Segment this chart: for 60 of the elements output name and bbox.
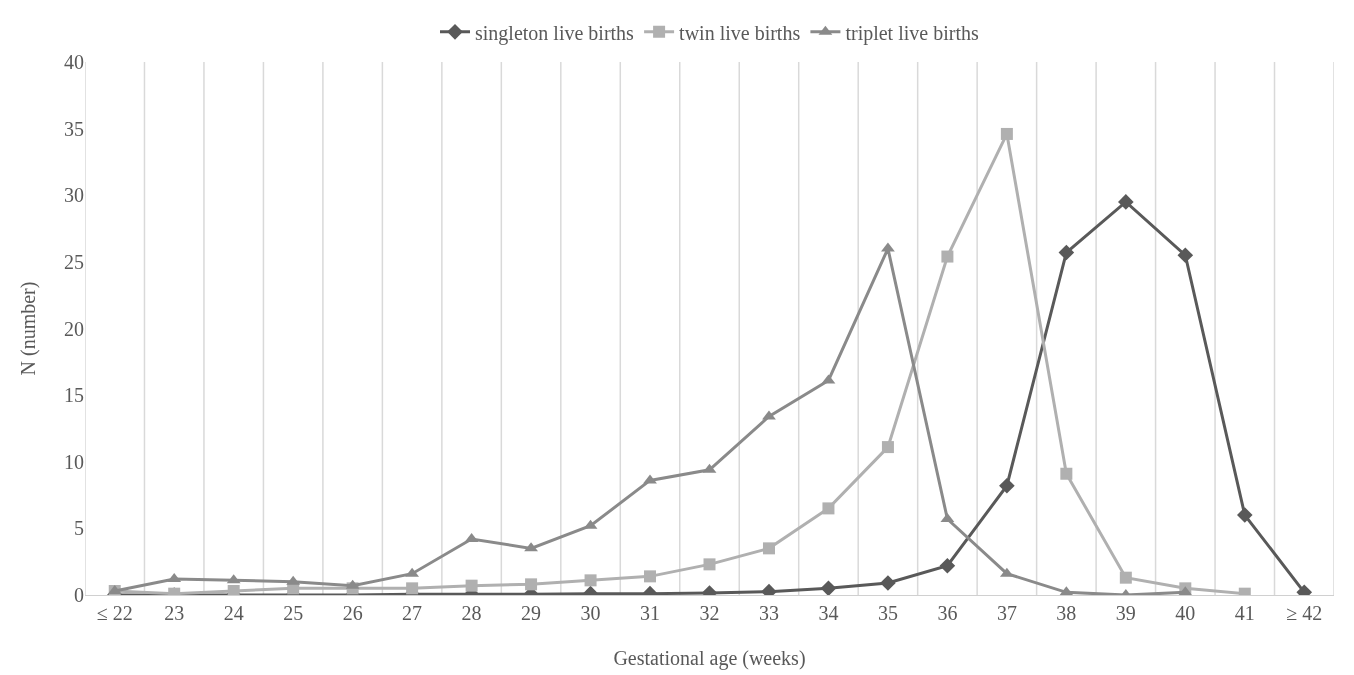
- point: [939, 557, 956, 574]
- point: [584, 574, 597, 587]
- y-tick-label: 0: [74, 584, 84, 606]
- point: [1236, 507, 1253, 523]
- x-tick-label: 29: [521, 602, 542, 624]
- point: [1118, 194, 1134, 210]
- point: [1060, 467, 1073, 480]
- x-tick-label: ≥ 42: [1286, 602, 1323, 624]
- x-tick-label: 34: [818, 602, 839, 624]
- x-tick-label: 28: [461, 602, 482, 624]
- point: [406, 582, 419, 595]
- x-tick-label: 27: [402, 602, 423, 624]
- point: [1000, 127, 1013, 140]
- y-tick-label: 20: [64, 317, 84, 340]
- point: [524, 542, 538, 552]
- x-tick-label: 36: [937, 602, 958, 624]
- point: [820, 580, 837, 595]
- x-tick-label: 31: [640, 602, 661, 624]
- y-tick-label: 5: [74, 517, 84, 540]
- x-tick-label: 37: [996, 602, 1017, 624]
- x-tick-label: 23: [164, 602, 185, 624]
- point: [941, 250, 954, 263]
- x-tick-label: 39: [1115, 602, 1136, 624]
- x-tick-label: 38: [1056, 602, 1077, 624]
- point: [644, 570, 657, 583]
- point: [881, 441, 894, 454]
- y-tick-label: 30: [64, 184, 84, 207]
- y-axis-title: N (number): [17, 281, 40, 376]
- point: [1058, 244, 1075, 261]
- y-tick-label: 10: [64, 450, 84, 473]
- x-tick-label: 25: [283, 602, 304, 624]
- legend-label: singleton live births: [475, 21, 635, 45]
- point: [465, 579, 478, 592]
- x-tick-label: 41: [1234, 602, 1255, 624]
- y-tick-label: 15: [64, 384, 84, 407]
- legend-label: triplet live births: [845, 21, 979, 45]
- point: [762, 410, 776, 420]
- point: [822, 502, 835, 515]
- x-tick-label: 26: [342, 602, 363, 624]
- point: [762, 542, 775, 555]
- y-tick-label: 35: [64, 117, 84, 140]
- x-tick-label: 24: [223, 602, 244, 624]
- point: [1177, 247, 1194, 264]
- point: [703, 558, 716, 571]
- legend-label: twin live births: [679, 21, 801, 44]
- y-tick-label: 25: [64, 250, 84, 273]
- point: [880, 575, 896, 591]
- x-tick-label: 40: [1175, 602, 1196, 624]
- x-axis-title: Gestational age (weeks): [613, 647, 806, 670]
- point: [643, 474, 657, 484]
- point: [881, 242, 895, 252]
- point: [1119, 571, 1132, 584]
- x-tick-label: 32: [699, 602, 720, 624]
- y-tick-label: 40: [64, 51, 84, 73]
- point: [525, 578, 538, 591]
- x-tick-label: ≤ 22: [96, 602, 133, 624]
- x-tick-label: 35: [877, 602, 898, 624]
- x-tick-label: 30: [580, 602, 601, 624]
- x-tick-label: 33: [758, 602, 779, 624]
- point: [999, 477, 1015, 494]
